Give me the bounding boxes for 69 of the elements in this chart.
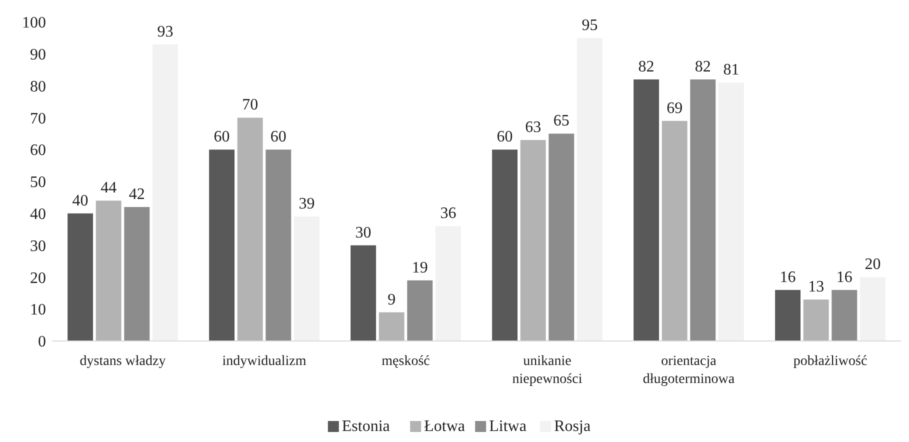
- x-tick-label: męskość: [382, 354, 430, 369]
- y-tick-label: 100: [22, 14, 46, 32]
- bar: [548, 134, 574, 341]
- y-tick-label: 80: [30, 78, 46, 96]
- data-label: 93: [157, 23, 174, 40]
- bar: [209, 150, 235, 341]
- data-label: 39: [298, 196, 315, 213]
- data-label: 60: [496, 128, 513, 146]
- bar: [435, 226, 461, 341]
- data-label: 44: [100, 180, 117, 197]
- bar: [124, 207, 150, 341]
- bar: [803, 300, 829, 341]
- y-tick-label: 20: [30, 270, 46, 287]
- legend-label: Łotwa: [424, 418, 465, 435]
- bar: [860, 277, 886, 341]
- x-tick-label: unikanie niepewności: [512, 354, 582, 387]
- data-label: 42: [128, 186, 145, 204]
- data-label: 16: [836, 268, 852, 286]
- y-tick-label: 30: [30, 238, 46, 255]
- bar: [407, 280, 433, 341]
- y-tick-label: 70: [30, 110, 46, 128]
- data-label: 9: [388, 291, 396, 308]
- bar: [378, 312, 404, 341]
- x-tick-label: orientacja długoterminowa: [642, 354, 736, 387]
- data-label: 16: [780, 268, 796, 286]
- bar: [294, 216, 320, 341]
- legend-label: Rosja: [554, 418, 591, 435]
- bar: [576, 38, 602, 341]
- bar: [775, 290, 801, 341]
- data-label: 69: [666, 100, 683, 117]
- y-tick-label: 90: [30, 46, 46, 64]
- bar: [266, 150, 292, 341]
- data-label: 65: [553, 112, 570, 130]
- bar: [718, 82, 744, 341]
- data-label: 40: [72, 192, 88, 210]
- bar: [634, 79, 660, 341]
- y-tick-label: 0: [38, 334, 46, 351]
- legend-label: Litwa: [489, 418, 526, 435]
- data-label: 60: [270, 128, 286, 146]
- data-label: 19: [412, 259, 428, 276]
- data-label: 30: [355, 224, 372, 242]
- x-tick-label: pobłażliwość: [793, 354, 868, 369]
- data-label: 63: [525, 119, 542, 136]
- data-label: 13: [808, 278, 824, 296]
- bar: [520, 140, 546, 341]
- bar: [152, 44, 178, 341]
- bar: [662, 120, 688, 341]
- x-tick-label: indywidualizm: [222, 354, 306, 369]
- data-label: 60: [214, 128, 230, 146]
- bar: [832, 290, 858, 341]
- bar: [96, 200, 122, 341]
- y-tick-label: 50: [30, 174, 46, 192]
- bar: [690, 79, 716, 341]
- bar: [350, 245, 376, 341]
- y-tick-label: 10: [30, 302, 46, 319]
- data-label: 82: [638, 58, 654, 76]
- data-label: 81: [723, 62, 740, 79]
- y-tick-label: 40: [30, 206, 46, 223]
- data-label: 82: [694, 58, 711, 76]
- y-tick-label: 60: [30, 142, 46, 160]
- bar: [237, 118, 263, 341]
- x-tick-label: dystans władzy: [80, 354, 166, 369]
- data-label: 70: [242, 96, 258, 114]
- data-label: 36: [440, 205, 456, 222]
- legend-label: Estonia: [342, 418, 390, 435]
- data-label: 20: [864, 256, 881, 274]
- bar: [492, 150, 518, 341]
- bar: [68, 213, 94, 341]
- data-label: 95: [582, 16, 598, 34]
